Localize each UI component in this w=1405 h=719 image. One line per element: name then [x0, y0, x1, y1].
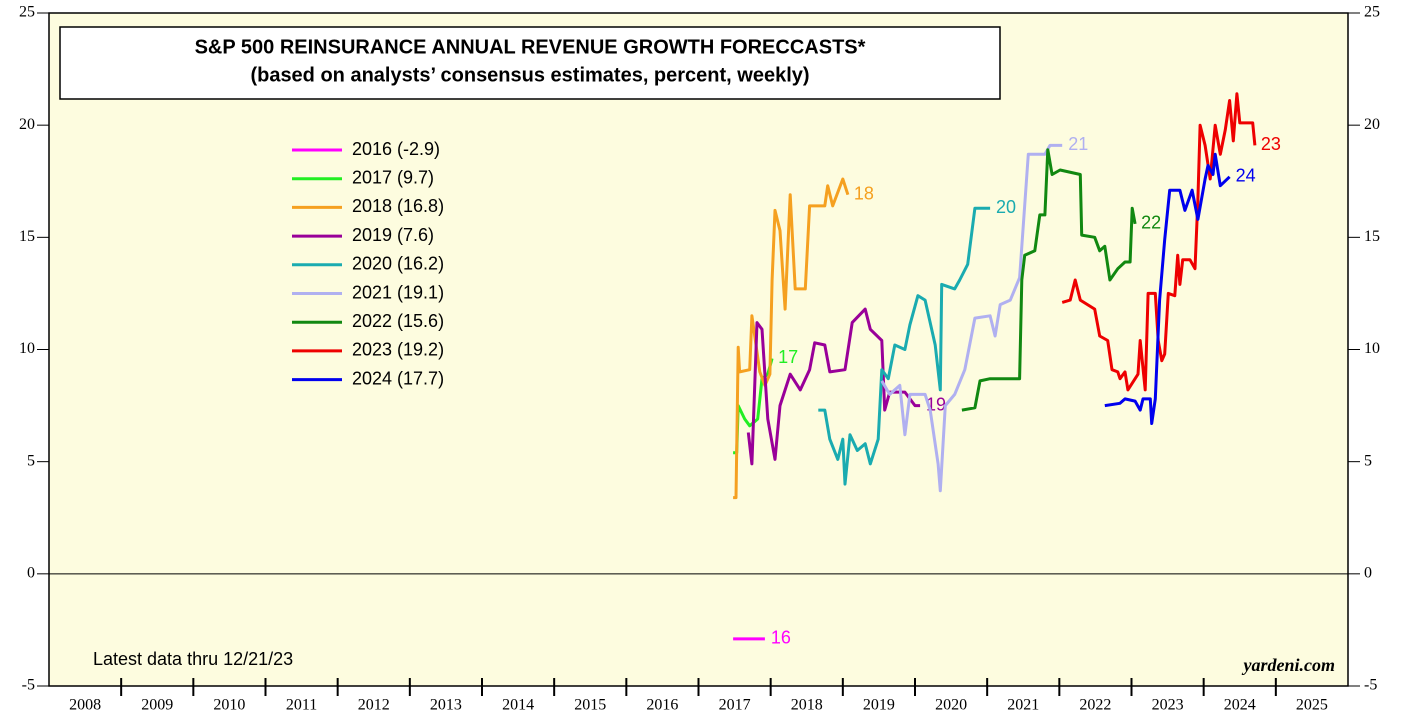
y-tick-label: 15	[19, 228, 35, 245]
title-box	[59, 26, 1001, 100]
x-tick-label: 2010	[213, 697, 245, 714]
y2-tick-label: 0	[1364, 565, 1372, 582]
x-tick-label: 2012	[358, 697, 390, 714]
x-tick-label: 2014	[502, 697, 534, 714]
y2-tick-label: 10	[1364, 340, 1380, 357]
y-tick-label: -5	[22, 677, 35, 694]
legend-label: 2018 (16.8)	[352, 196, 444, 216]
end-label: 18	[854, 183, 874, 203]
series-line	[880, 143, 1063, 493]
x-tick-label: 2016	[646, 697, 678, 714]
y-tick-label: 5	[27, 452, 35, 469]
series-line	[1061, 92, 1257, 392]
legend-label: 2023 (19.2)	[352, 340, 444, 360]
y-tick-label: 10	[19, 340, 35, 357]
x-tick-label: 2013	[430, 697, 462, 714]
end-label: 17	[778, 347, 798, 367]
y-tick-label: 25	[19, 4, 35, 21]
x-tick-label: 2008	[69, 697, 101, 714]
source: yardeni.com	[1242, 655, 1336, 675]
series-line	[746, 307, 921, 466]
legend-label: 2019 (7.6)	[352, 225, 434, 245]
y-tick-label: 0	[27, 565, 35, 582]
x-tick-label: 2020	[935, 697, 967, 714]
x-tick-label: 2024	[1224, 697, 1256, 714]
end-label: 22	[1141, 213, 1161, 233]
series-line	[1104, 152, 1231, 425]
end-label: 23	[1261, 134, 1281, 154]
series-line	[733, 177, 850, 500]
x-tick-label: 2025	[1296, 697, 1328, 714]
x-tick-label: 2009	[141, 697, 173, 714]
x-tick-label: 2015	[574, 697, 606, 714]
x-tick-label: 2019	[863, 697, 895, 714]
plot-area	[48, 12, 1349, 687]
chart-subtitle: (based on analysts’ consensus estimates,…	[250, 64, 809, 86]
x-tick-label: 2018	[791, 697, 823, 714]
x-tick-label: 2021	[1007, 697, 1039, 714]
series-line	[961, 148, 1137, 412]
x-tick-label: 2017	[719, 697, 751, 714]
x-tick-label: 2022	[1079, 697, 1111, 714]
y2-tick-label: 20	[1364, 116, 1380, 133]
chart-title: S&P 500 REINSURANCE ANNUAL REVENUE GROWT…	[195, 36, 866, 58]
y2-tick-label: 25	[1364, 4, 1380, 21]
y2-tick-label: -5	[1364, 677, 1377, 694]
legend-label: 2020 (16.2)	[352, 254, 444, 274]
x-tick-label: 2011	[286, 697, 317, 714]
end-label: 24	[1236, 166, 1256, 186]
note: Latest data thru 12/21/23	[93, 649, 293, 669]
end-label: 16	[771, 628, 791, 648]
end-label: 20	[996, 197, 1016, 217]
series-line	[818, 206, 991, 486]
legend-label: 2024 (17.7)	[352, 368, 444, 388]
x-tick-label: 2023	[1152, 697, 1184, 714]
legend-label: 2021 (19.1)	[352, 282, 444, 302]
y2-tick-label: 15	[1364, 228, 1380, 245]
legend-label: 2017 (9.7)	[352, 167, 434, 187]
legend-label: 2016 (-2.9)	[352, 139, 440, 159]
y-tick-label: 20	[19, 116, 35, 133]
legend-label: 2022 (15.6)	[352, 311, 444, 331]
end-label: 21	[1068, 134, 1088, 154]
y2-tick-label: 5	[1364, 452, 1372, 469]
